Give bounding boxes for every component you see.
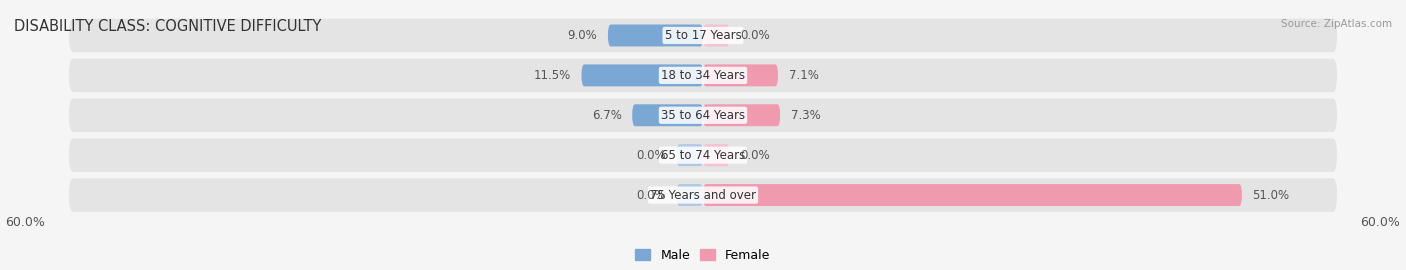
Text: 11.5%: 11.5% — [534, 69, 571, 82]
FancyBboxPatch shape — [582, 64, 703, 86]
Text: 60.0%: 60.0% — [1361, 216, 1400, 229]
Text: 0.0%: 0.0% — [637, 188, 666, 201]
Legend: Male, Female: Male, Female — [630, 244, 776, 267]
Text: 51.0%: 51.0% — [1253, 188, 1289, 201]
Text: 35 to 64 Years: 35 to 64 Years — [661, 109, 745, 122]
FancyBboxPatch shape — [69, 178, 1337, 212]
FancyBboxPatch shape — [69, 19, 1337, 52]
FancyBboxPatch shape — [703, 104, 780, 126]
Text: 60.0%: 60.0% — [6, 216, 45, 229]
Text: DISABILITY CLASS: COGNITIVE DIFFICULTY: DISABILITY CLASS: COGNITIVE DIFFICULTY — [14, 19, 322, 34]
FancyBboxPatch shape — [69, 99, 1337, 132]
Text: 65 to 74 Years: 65 to 74 Years — [661, 149, 745, 162]
FancyBboxPatch shape — [676, 144, 703, 166]
FancyBboxPatch shape — [703, 144, 730, 166]
Text: 0.0%: 0.0% — [740, 149, 769, 162]
Text: 7.3%: 7.3% — [790, 109, 821, 122]
Text: 6.7%: 6.7% — [592, 109, 621, 122]
Text: Source: ZipAtlas.com: Source: ZipAtlas.com — [1281, 19, 1392, 29]
Text: 9.0%: 9.0% — [568, 29, 598, 42]
FancyBboxPatch shape — [69, 139, 1337, 172]
FancyBboxPatch shape — [69, 59, 1337, 92]
FancyBboxPatch shape — [676, 184, 703, 206]
FancyBboxPatch shape — [703, 64, 778, 86]
Text: 7.1%: 7.1% — [789, 69, 818, 82]
Text: 18 to 34 Years: 18 to 34 Years — [661, 69, 745, 82]
Text: 75 Years and over: 75 Years and over — [650, 188, 756, 201]
FancyBboxPatch shape — [703, 25, 730, 46]
FancyBboxPatch shape — [633, 104, 703, 126]
Text: 0.0%: 0.0% — [637, 149, 666, 162]
Text: 0.0%: 0.0% — [740, 29, 769, 42]
FancyBboxPatch shape — [703, 184, 1241, 206]
FancyBboxPatch shape — [607, 25, 703, 46]
Text: 5 to 17 Years: 5 to 17 Years — [665, 29, 741, 42]
